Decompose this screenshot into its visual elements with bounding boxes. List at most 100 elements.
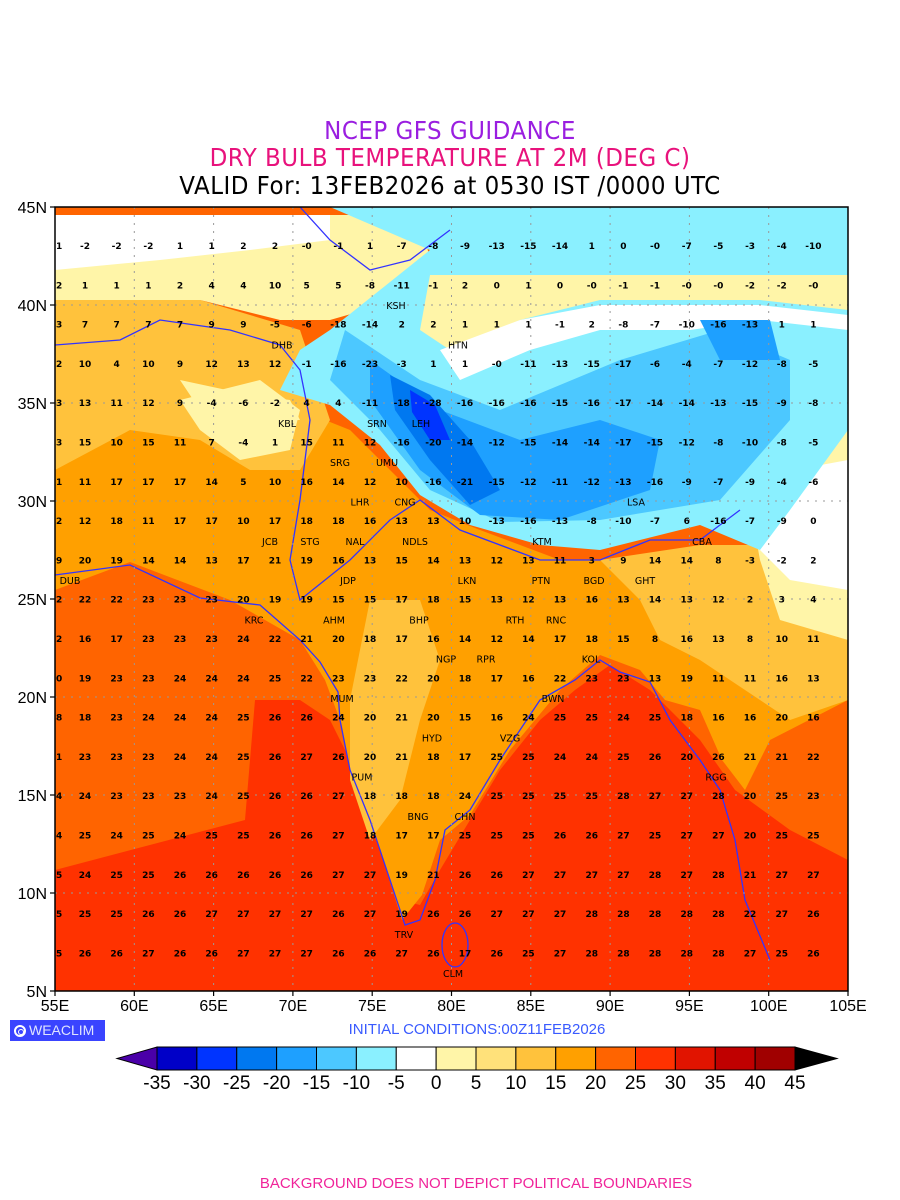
grid-value: -10: [615, 517, 631, 527]
colorbar-swatch: [435, 1046, 477, 1071]
grid-value: -14: [679, 399, 695, 409]
grid-value: -7: [650, 517, 660, 527]
grid-value: 26: [174, 871, 187, 881]
grid-value: 17: [554, 635, 567, 645]
grid-value: 26: [300, 714, 313, 724]
grid-value: -5: [808, 439, 818, 449]
grid-value: 22: [79, 596, 92, 606]
grid-value: 28: [680, 949, 693, 959]
grid-value: -4: [777, 478, 787, 488]
lat-label: 5N: [27, 984, 47, 1001]
grid-value: 10: [79, 360, 92, 370]
colorbar-swatch: [555, 1046, 597, 1071]
grid-value: 13: [490, 596, 503, 606]
grid-value: 23: [142, 596, 155, 606]
grid-value: 4: [335, 399, 341, 409]
grid-value: 26: [300, 792, 313, 802]
grid-value: 3: [56, 399, 62, 409]
grid-value: 26: [585, 832, 598, 842]
grid-value: 22: [807, 753, 820, 763]
lat-label: 40N: [18, 298, 47, 315]
grid-value: 27: [300, 910, 313, 920]
grid-value: 23: [205, 635, 218, 645]
grid-value: 24: [79, 871, 92, 881]
grid-value: -9: [460, 242, 470, 252]
grid-value: -21: [457, 478, 473, 488]
grid-value: 13: [364, 556, 377, 566]
grid-value: 23: [807, 792, 820, 802]
lon-label: 70E: [279, 998, 307, 1015]
grid-value: 12: [490, 635, 503, 645]
grid-value: 28: [585, 949, 598, 959]
grid-value: -5: [713, 242, 723, 252]
grid-value: 26: [490, 949, 503, 959]
station-label: BHP: [409, 615, 429, 626]
grid-value: 19: [110, 556, 123, 566]
grid-value: 18: [680, 714, 693, 724]
grid-value: 1: [430, 360, 436, 370]
grid-value: -7: [650, 321, 660, 331]
grid-value: 19: [300, 556, 313, 566]
grid-value: 24: [174, 674, 187, 684]
grid-value: 27: [744, 949, 757, 959]
grid-value: 17: [174, 517, 187, 527]
grid-value: -8: [777, 360, 787, 370]
grid-value: 12: [364, 478, 377, 488]
title-valid-time: VALID For: 13FEB2026 at 0530 IST /0000 U…: [179, 171, 721, 200]
grid-value: 16: [807, 714, 820, 724]
colorbar-swatch: [595, 1046, 636, 1071]
grid-value: -23: [362, 360, 378, 370]
grid-value: 20: [237, 596, 250, 606]
grid-value: 1: [462, 360, 468, 370]
grid-value: 16: [712, 714, 725, 724]
grid-value: 10: [142, 360, 155, 370]
lon-label: 100E: [750, 998, 787, 1015]
grid-value: 5: [56, 910, 62, 920]
grid-value: -11: [520, 360, 536, 370]
grid-value: 1: [367, 242, 373, 252]
grid-value: -7: [713, 478, 723, 488]
station-label: RNC: [546, 615, 567, 626]
grid-value: 26: [269, 714, 282, 724]
grid-value: 19: [300, 596, 313, 606]
grid-value: 20: [775, 714, 788, 724]
grid-value: 13: [522, 556, 535, 566]
station-label: STG: [300, 537, 319, 548]
grid-value: 1: [56, 753, 62, 763]
lat-label: 30N: [18, 494, 47, 511]
grid-value: 13: [395, 517, 408, 527]
grid-value: 4: [114, 360, 120, 370]
grid-value: -1: [555, 321, 565, 331]
grid-value: 8: [652, 635, 658, 645]
grid-value: -2: [112, 242, 122, 252]
grid-value: 26: [269, 832, 282, 842]
grid-value: 25: [617, 753, 630, 763]
grid-value: -8: [365, 281, 375, 291]
grid-value: 22: [554, 674, 567, 684]
station-label: DUB: [60, 576, 81, 587]
lon-label: 105E: [829, 998, 866, 1015]
grid-value: 24: [205, 714, 218, 724]
grid-value: 17: [205, 517, 218, 527]
grid-value: 25: [585, 714, 598, 724]
grid-value: 2: [589, 321, 595, 331]
grid-value: 1: [209, 242, 215, 252]
grid-value: -17: [615, 399, 631, 409]
colorbar-swatch: [276, 1046, 317, 1071]
grid-value: 17: [459, 753, 472, 763]
grid-value: 25: [554, 714, 567, 724]
grid-value: 0: [810, 517, 816, 527]
grid-value: 25: [205, 832, 218, 842]
grid-value: 14: [459, 635, 472, 645]
grid-value: 28: [649, 871, 662, 881]
grid-value: 14: [680, 556, 693, 566]
grid-value: 9: [209, 321, 215, 331]
colorbar-over-triangle: [794, 1046, 839, 1071]
grid-value: 8: [56, 714, 62, 724]
grid-value: 9: [620, 556, 626, 566]
grid-value: 13: [237, 360, 250, 370]
grid-value: 4: [56, 792, 62, 802]
grid-value: 23: [332, 674, 345, 684]
grid-value: 28: [712, 871, 725, 881]
grid-value: -7: [713, 360, 723, 370]
